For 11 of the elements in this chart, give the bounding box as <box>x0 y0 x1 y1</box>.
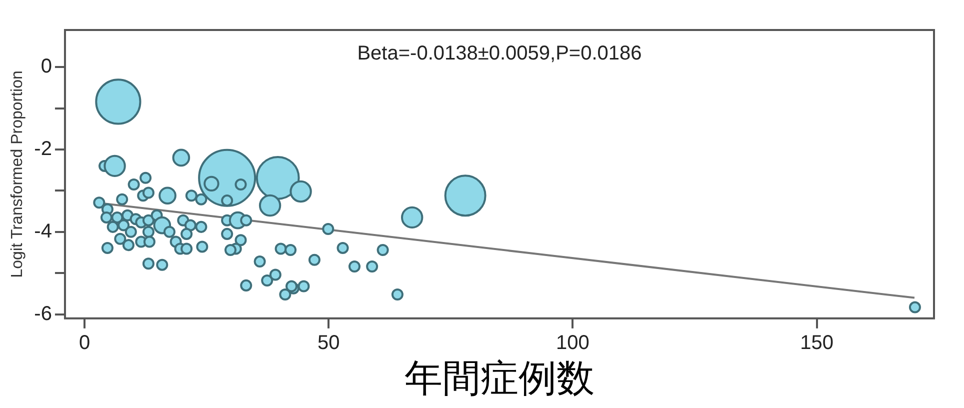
y-tick-label: 0 <box>40 56 52 78</box>
x-axis-title: 年間症例数 <box>404 356 594 400</box>
y-axis-title: Logit Transformed Proportion <box>9 70 26 278</box>
y-tick-label: -4 <box>34 220 52 242</box>
x-tick-label: 50 <box>317 332 340 354</box>
y-tick-label: -2 <box>34 138 52 160</box>
x-tick-label: 150 <box>800 332 834 354</box>
x-tick-label: 100 <box>556 332 590 354</box>
y-tick-label: -6 <box>34 302 52 325</box>
x-tick-label: 0 <box>78 332 90 354</box>
annotation: Beta=-0.0138±0.0059,P=0.0186 <box>357 42 642 65</box>
